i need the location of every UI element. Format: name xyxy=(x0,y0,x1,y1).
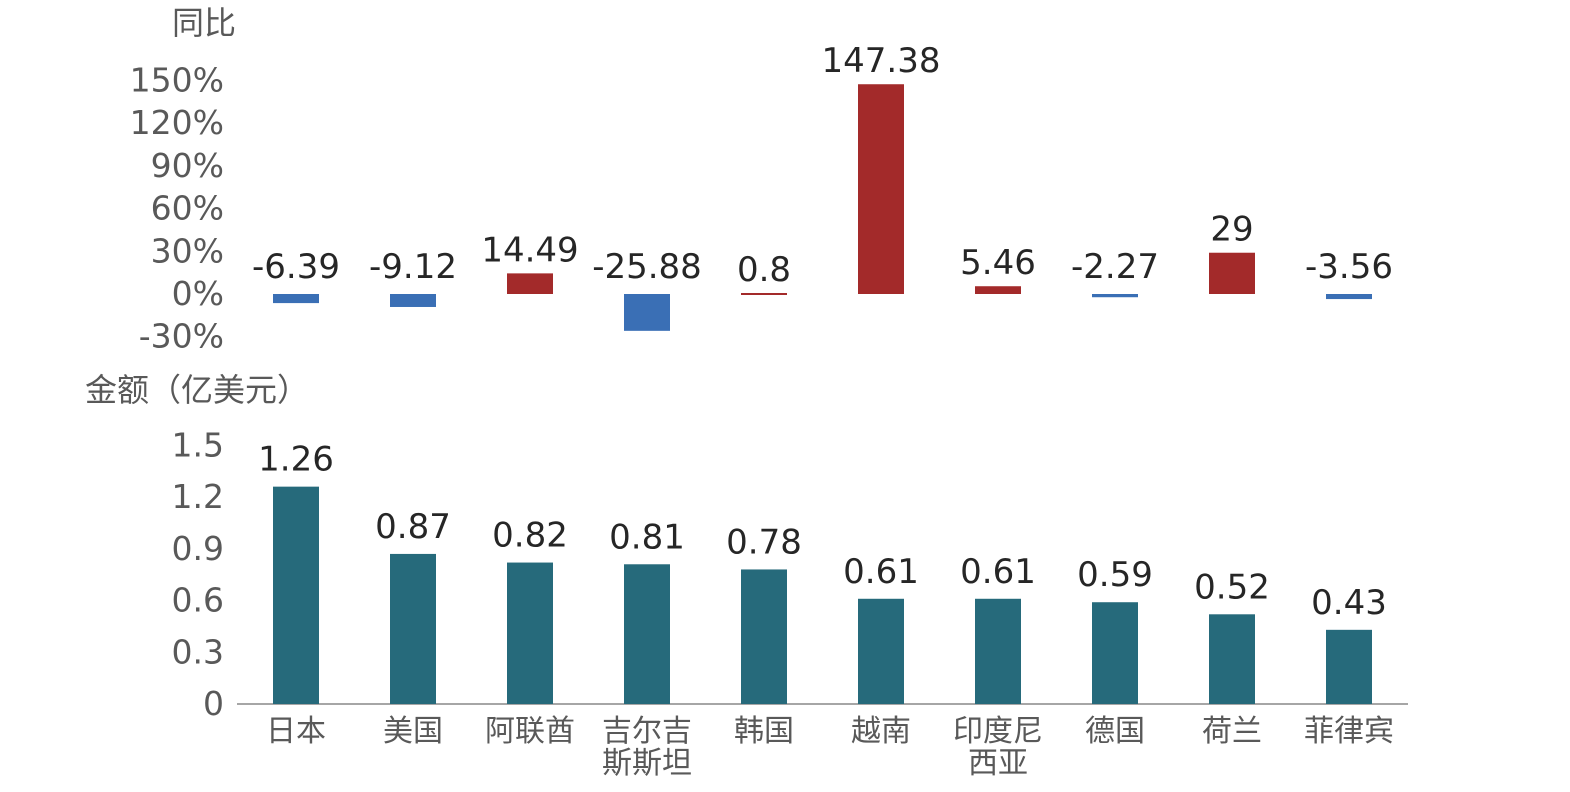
amount-tick-label: 0 xyxy=(203,684,224,723)
amount-data-label: 0.82 xyxy=(492,516,568,556)
amount-bar xyxy=(1092,602,1138,704)
yoy-tick-label: 150% xyxy=(130,61,224,100)
yoy-data-label: 14.49 xyxy=(481,230,578,270)
amount-data-label: 0.87 xyxy=(375,507,451,547)
category-label: 吉尔吉 xyxy=(602,714,692,749)
yoy-tick-label: -30% xyxy=(139,317,224,356)
yoy-tick-label: 30% xyxy=(151,231,224,270)
category-label: 越南 xyxy=(851,714,911,749)
yoy-data-label: 0.8 xyxy=(737,250,791,290)
amount-tick-label: 1.5 xyxy=(172,425,224,464)
category-label: 韩国 xyxy=(734,714,794,749)
amount-data-label: 0.59 xyxy=(1077,555,1153,595)
yoy-tick-label: 60% xyxy=(151,189,224,228)
yoy-data-label: 29 xyxy=(1210,210,1253,250)
yoy-chart: 同比 -30% 0% 30%60% 90% 120%150% -6.39 -9.12 14.49… xyxy=(130,4,1393,356)
amount-bar xyxy=(858,598,904,704)
amount-tick-label: 0.6 xyxy=(172,581,224,620)
amount-data-label: 0.78 xyxy=(726,522,802,562)
yoy-data-label: -25.88 xyxy=(592,247,702,287)
yoy-bar xyxy=(507,273,553,294)
yoy-data-label: 5.46 xyxy=(960,243,1036,283)
category-label: 西亚 xyxy=(968,746,1028,781)
yoy-data-label: -2.27 xyxy=(1071,247,1159,287)
category-label: 美国 xyxy=(383,714,443,749)
yoy-tick-label: 0% xyxy=(172,274,224,313)
amount-bar xyxy=(507,562,553,704)
category-label: 荷兰 xyxy=(1202,714,1262,749)
yoy-bar xyxy=(1326,294,1372,300)
yoy-bar xyxy=(1092,294,1138,298)
amount-data-label: 0.43 xyxy=(1311,583,1387,623)
amount-data-label: 0.81 xyxy=(609,517,685,557)
amount-bar xyxy=(741,569,787,704)
yoy-axis-title: 同比 xyxy=(172,4,236,42)
yoy-data-label: 147.38 xyxy=(822,41,941,81)
category-label: 阿联酋 xyxy=(485,714,575,749)
amount-bar xyxy=(390,553,436,704)
category-label: 菲律宾 xyxy=(1304,714,1394,749)
yoy-bar xyxy=(1209,252,1255,294)
amount-bar xyxy=(975,598,1021,704)
category-label: 日本 xyxy=(266,714,326,749)
yoy-bar xyxy=(975,286,1021,294)
amount-bar xyxy=(1209,614,1255,704)
yoy-data-label: -3.56 xyxy=(1305,247,1393,287)
amount-bar xyxy=(624,564,670,704)
amount-tick-label: 1.2 xyxy=(172,477,224,516)
amount-data-label: 0.61 xyxy=(843,552,919,592)
amount-chart: 金额（亿美元） 0 0.3 0.6 0.9 1.2 1.5 1.26 0.87 0.82 0.81 0… xyxy=(85,371,1408,723)
yoy-data-label: -9.12 xyxy=(369,247,457,287)
yoy-data-label: -6.39 xyxy=(252,247,340,287)
yoy-bar xyxy=(624,294,670,331)
yoy-bar xyxy=(741,293,787,295)
amount-bar xyxy=(1326,629,1372,704)
yoy-tick-label: 90% xyxy=(151,146,224,185)
amount-data-label: 1.26 xyxy=(258,440,334,480)
amount-data-label: 0.61 xyxy=(960,552,1036,592)
yoy-bar xyxy=(858,84,904,295)
amount-bar xyxy=(273,486,319,704)
amount-axis-title: 金额（亿美元） xyxy=(85,371,309,409)
category-label: 德国 xyxy=(1085,714,1145,749)
category-label: 印度尼 xyxy=(953,714,1043,749)
amount-data-label: 0.52 xyxy=(1194,567,1270,607)
amount-tick-label: 0.3 xyxy=(172,632,224,671)
category-label: 斯斯坦 xyxy=(602,746,692,781)
yoy-tick-label: 120% xyxy=(130,103,224,142)
yoy-bar xyxy=(390,294,436,307)
amount-tick-label: 0.9 xyxy=(172,529,224,568)
yoy-bar xyxy=(273,294,319,304)
